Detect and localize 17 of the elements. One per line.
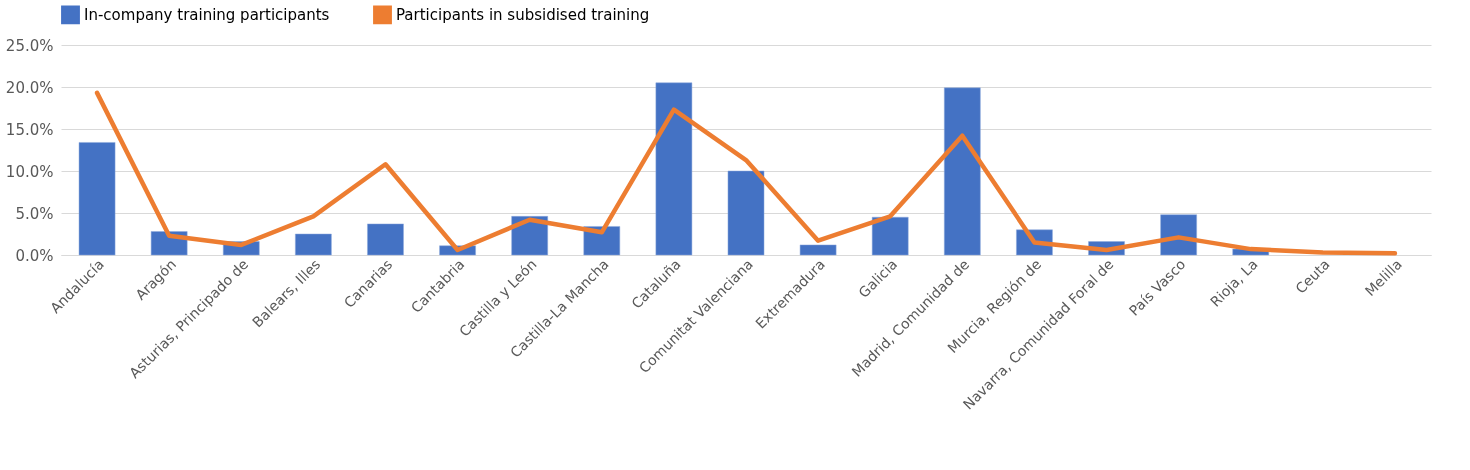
- bar: [944, 87, 981, 256]
- y-tick-label: 25.0%: [5, 36, 54, 55]
- legend-label: Participants in subsidised training: [396, 5, 650, 24]
- bar: [727, 170, 765, 256]
- legend-label: In-company training participants: [84, 5, 330, 24]
- bar: [799, 244, 837, 256]
- bar: [78, 142, 116, 256]
- y-tick-label: 5.0%: [15, 204, 54, 223]
- bar: [655, 82, 693, 256]
- bar: [295, 233, 332, 256]
- y-tick-label: 10.0%: [5, 162, 54, 181]
- line-series: [94, 90, 1398, 256]
- bar: [367, 223, 404, 256]
- y-tick-label: 15.0%: [5, 120, 54, 139]
- y-tick-label: 20.0%: [5, 78, 54, 97]
- bar: [871, 216, 909, 256]
- y-tick-label: 0.0%: [15, 246, 54, 265]
